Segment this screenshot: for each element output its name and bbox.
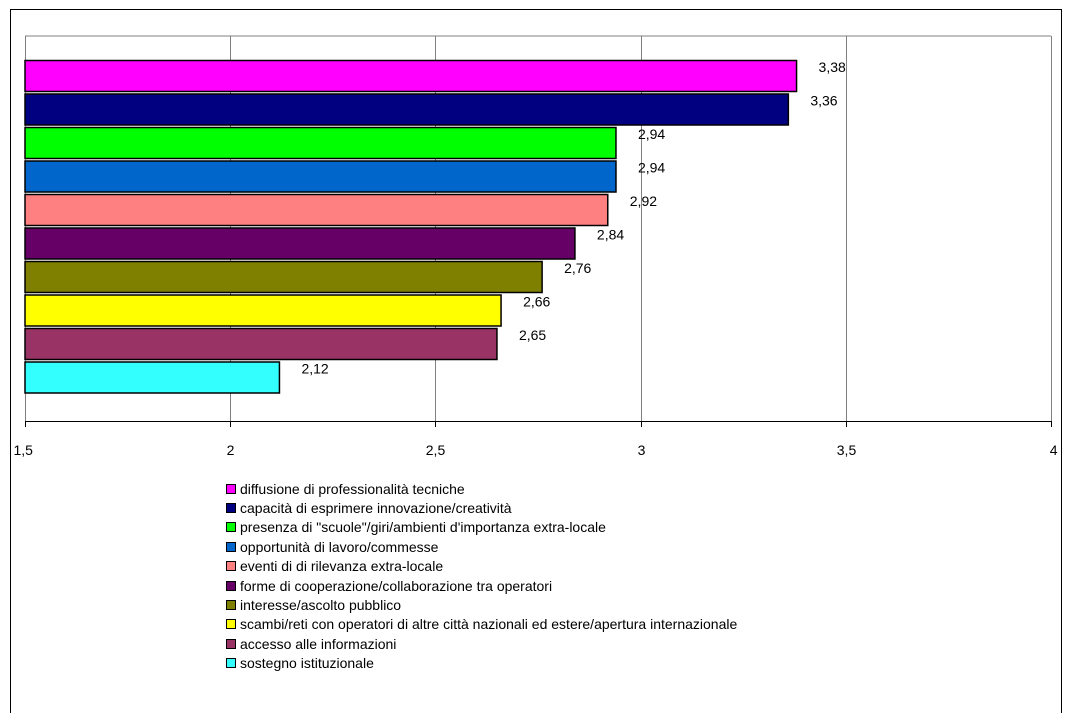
legend-item: sostegno istituzionale: [226, 654, 1046, 673]
bar: [24, 227, 576, 260]
data-label: 2,76: [564, 260, 591, 276]
x-tick-label: 2: [227, 442, 235, 458]
legend-item: opportunità di lavoro/commesse: [226, 537, 1046, 556]
bar: [24, 260, 543, 294]
x-tick-labels: 1,5 2 2,5 3 3,5 4: [14, 442, 1058, 458]
data-label: 2,65: [519, 327, 546, 343]
data-label: 2,94: [638, 160, 665, 176]
legend-swatch: [226, 580, 236, 591]
legend-item: accesso alle informazioni: [226, 634, 1046, 653]
legend-label: sostegno istituzionale: [240, 655, 374, 672]
x-tick-label: 2,5: [426, 442, 446, 458]
data-label: 2,84: [597, 227, 624, 243]
bar: [24, 193, 609, 227]
bar: [24, 327, 498, 361]
legend-item: diffusione di professionalità tecniche: [226, 479, 1046, 498]
bar: [24, 126, 617, 160]
data-label: 2,12: [301, 361, 328, 377]
data-label: 2,92: [630, 193, 657, 209]
legend-swatch: [226, 658, 236, 669]
legend-item: interesse/ascolto pubblico: [226, 595, 1046, 614]
x-tick-label: 1,5: [14, 442, 34, 458]
legend-swatch: [226, 619, 236, 630]
chart-frame: [10, 9, 1062, 713]
x-tick-label: 4: [1050, 442, 1058, 458]
legend-label: opportunità di lavoro/commesse: [240, 538, 439, 555]
legend-label: accesso alle informazioni: [240, 635, 397, 652]
data-label: 3,36: [810, 93, 837, 109]
legend-item: eventi di di rilevanza extra-locale: [226, 557, 1046, 576]
bars: [24, 59, 798, 394]
legend-swatch: [226, 522, 236, 533]
x-tick-label: 3,5: [837, 442, 857, 458]
data-label: 2,66: [523, 294, 550, 310]
bar: [24, 160, 617, 193]
bar: [24, 59, 798, 93]
legend: diffusione di professionalità tecniche ca…: [226, 479, 1046, 673]
legend-swatch: [226, 503, 236, 514]
legend-item: forme di cooperazione/collaborazione tra…: [226, 576, 1046, 595]
bar: [24, 361, 281, 394]
legend-label: forme di cooperazione/collaborazione tra…: [240, 577, 553, 594]
legend-swatch: [226, 561, 236, 572]
legend-item: scambi/reti con operatori di altre città…: [226, 615, 1046, 634]
legend-label: capacità di esprimere innovazione/creati…: [240, 500, 512, 517]
legend-swatch: [226, 541, 236, 552]
legend-item: presenza di "scuole"/giri/ambienti d'imp…: [226, 518, 1046, 537]
data-labels: 3,38 3,36 2,94 2,94 2,92 2,84 2,76 2,66 2,65 2,12: [301, 59, 846, 377]
x-tick-label: 3: [638, 442, 646, 458]
legend-label: diffusione di professionalità tecniche: [240, 480, 465, 497]
legend-swatch: [226, 638, 236, 649]
frame-edge: [10, 652, 11, 713]
bar: [24, 93, 790, 126]
legend-swatch: [226, 600, 236, 611]
x-axis: [25, 421, 1052, 427]
legend-label: presenza di "scuole"/giri/ambienti d'imp…: [240, 519, 606, 536]
legend-swatch: [226, 483, 236, 494]
data-label: 3,38: [819, 59, 846, 75]
legend-label: interesse/ascolto pubblico: [240, 597, 402, 614]
legend-label: scambi/reti con operatori di altre città…: [240, 616, 738, 633]
bar: [24, 294, 502, 327]
legend-label: eventi di di rilevanza extra-locale: [240, 558, 444, 575]
data-label: 2,94: [638, 126, 665, 142]
legend-item: capacità di esprimere innovazione/creati…: [226, 498, 1046, 517]
